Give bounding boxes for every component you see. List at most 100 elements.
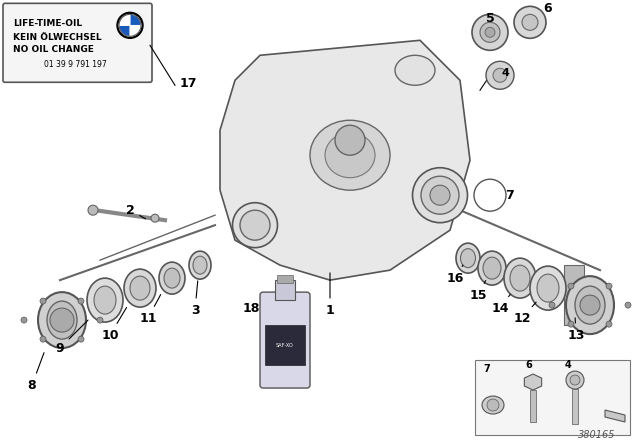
Wedge shape bbox=[130, 14, 141, 26]
Bar bbox=[277, 275, 293, 283]
Circle shape bbox=[430, 185, 450, 205]
Bar bbox=[572, 389, 578, 424]
FancyBboxPatch shape bbox=[3, 3, 152, 82]
Text: 13: 13 bbox=[567, 318, 585, 341]
Ellipse shape bbox=[47, 301, 77, 339]
Ellipse shape bbox=[395, 55, 435, 85]
Bar bbox=[564, 265, 584, 325]
Circle shape bbox=[570, 375, 580, 385]
Circle shape bbox=[119, 14, 141, 36]
Ellipse shape bbox=[537, 274, 559, 302]
Ellipse shape bbox=[504, 258, 536, 298]
Ellipse shape bbox=[510, 265, 530, 291]
Circle shape bbox=[486, 61, 514, 89]
Polygon shape bbox=[220, 40, 470, 280]
Ellipse shape bbox=[124, 269, 156, 307]
Ellipse shape bbox=[94, 286, 116, 314]
Bar bbox=[475, 360, 630, 435]
Circle shape bbox=[493, 68, 507, 82]
Text: 7: 7 bbox=[506, 189, 515, 202]
Circle shape bbox=[522, 14, 538, 30]
Ellipse shape bbox=[164, 268, 180, 288]
Ellipse shape bbox=[461, 249, 476, 267]
Text: SAF-XO: SAF-XO bbox=[276, 343, 294, 348]
Ellipse shape bbox=[566, 276, 614, 334]
Text: 4: 4 bbox=[565, 360, 572, 370]
Ellipse shape bbox=[130, 276, 150, 300]
Ellipse shape bbox=[159, 262, 185, 294]
Text: 5: 5 bbox=[486, 12, 494, 25]
Circle shape bbox=[485, 27, 495, 37]
Ellipse shape bbox=[193, 256, 207, 274]
Text: KEIN ÖLWECHSEL: KEIN ÖLWECHSEL bbox=[13, 33, 102, 42]
Ellipse shape bbox=[325, 133, 375, 178]
Circle shape bbox=[474, 179, 506, 211]
Text: 18: 18 bbox=[243, 302, 260, 314]
Text: 1: 1 bbox=[326, 273, 334, 317]
Ellipse shape bbox=[240, 210, 270, 240]
Text: 6: 6 bbox=[544, 2, 552, 15]
Polygon shape bbox=[605, 410, 625, 422]
Text: 2: 2 bbox=[125, 204, 145, 219]
Ellipse shape bbox=[482, 396, 504, 414]
Circle shape bbox=[88, 205, 98, 215]
Circle shape bbox=[472, 14, 508, 50]
Circle shape bbox=[97, 317, 103, 323]
Ellipse shape bbox=[456, 243, 480, 273]
Circle shape bbox=[580, 295, 600, 315]
Circle shape bbox=[625, 302, 631, 308]
Circle shape bbox=[514, 6, 546, 39]
Circle shape bbox=[50, 308, 74, 332]
Ellipse shape bbox=[478, 251, 506, 285]
Circle shape bbox=[568, 321, 574, 327]
Text: LIFE-TIME-OIL: LIFE-TIME-OIL bbox=[13, 19, 82, 28]
Bar bbox=[530, 390, 536, 422]
Ellipse shape bbox=[310, 120, 390, 190]
Text: 9: 9 bbox=[56, 320, 88, 354]
Text: 10: 10 bbox=[101, 307, 127, 341]
Circle shape bbox=[549, 302, 555, 308]
Text: 14: 14 bbox=[492, 294, 510, 314]
Circle shape bbox=[480, 22, 500, 42]
Circle shape bbox=[78, 298, 84, 304]
Bar bbox=[275, 280, 295, 300]
Circle shape bbox=[606, 283, 612, 289]
Ellipse shape bbox=[421, 176, 459, 214]
Wedge shape bbox=[119, 26, 130, 36]
Text: 6: 6 bbox=[525, 360, 532, 370]
Text: 4: 4 bbox=[501, 68, 509, 78]
Circle shape bbox=[487, 399, 499, 411]
Text: NO OIL CHANGE: NO OIL CHANGE bbox=[13, 45, 94, 54]
Ellipse shape bbox=[232, 202, 278, 248]
Circle shape bbox=[78, 336, 84, 342]
Circle shape bbox=[606, 321, 612, 327]
Text: 3: 3 bbox=[191, 281, 199, 317]
Ellipse shape bbox=[575, 286, 605, 324]
Text: 380165: 380165 bbox=[577, 430, 615, 440]
Circle shape bbox=[568, 283, 574, 289]
Ellipse shape bbox=[530, 266, 566, 310]
Text: 16: 16 bbox=[446, 265, 464, 284]
Text: 01 39 9 791 197: 01 39 9 791 197 bbox=[44, 60, 106, 69]
Text: 7: 7 bbox=[483, 364, 490, 374]
Text: 11: 11 bbox=[140, 295, 161, 325]
Ellipse shape bbox=[87, 278, 123, 322]
Text: 12: 12 bbox=[513, 302, 536, 325]
Circle shape bbox=[40, 298, 46, 304]
Ellipse shape bbox=[483, 257, 501, 279]
Wedge shape bbox=[130, 26, 141, 36]
Circle shape bbox=[151, 214, 159, 222]
Wedge shape bbox=[119, 14, 130, 26]
Circle shape bbox=[117, 13, 143, 39]
Text: 8: 8 bbox=[28, 353, 44, 392]
Circle shape bbox=[335, 125, 365, 155]
Circle shape bbox=[566, 371, 584, 389]
Bar bbox=[265, 325, 305, 365]
Ellipse shape bbox=[413, 168, 467, 223]
Circle shape bbox=[21, 317, 27, 323]
Ellipse shape bbox=[189, 251, 211, 279]
Circle shape bbox=[40, 336, 46, 342]
Text: 15: 15 bbox=[469, 280, 487, 302]
FancyBboxPatch shape bbox=[260, 292, 310, 388]
Polygon shape bbox=[524, 374, 541, 390]
